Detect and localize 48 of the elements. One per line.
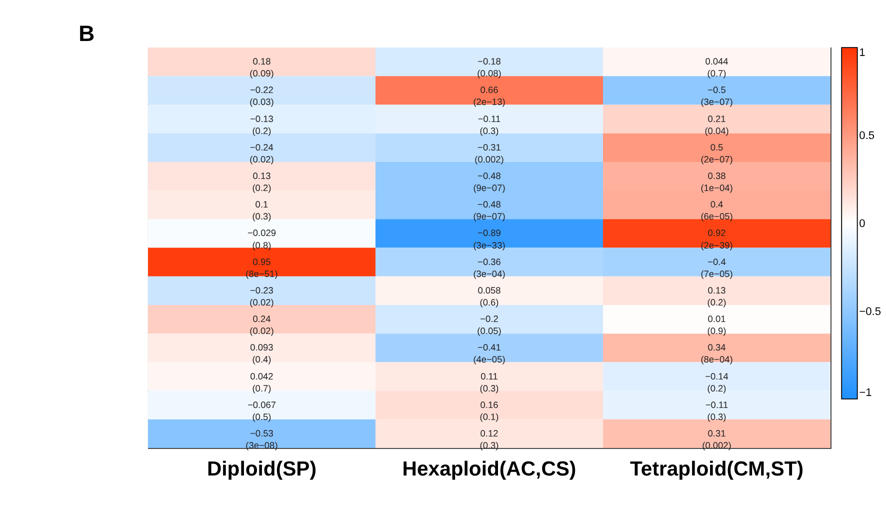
- data-label: −0.48 (9e−07): [473, 171, 506, 194]
- data-label: −0.36 (3e−04): [473, 256, 506, 279]
- color-bar-label: −1: [859, 387, 872, 400]
- data-label: 0.24 (0.02): [250, 314, 274, 336]
- data-label: −0.4 (7e−05): [700, 256, 733, 279]
- data-label: −0.5 (3e−07): [700, 85, 733, 108]
- data-label: −0.31 (0.002): [474, 142, 504, 164]
- data-label: 0.044 (0.7): [705, 56, 728, 79]
- data-label: −0.2 (0.05): [477, 314, 502, 336]
- data-label: 0.093 (0.4): [250, 342, 274, 365]
- data-label: −0.23 (0.02): [250, 285, 274, 308]
- data-label: 0.1 (0.3): [252, 200, 272, 222]
- data-label: 0.11 (0.3): [480, 371, 499, 394]
- data-label: −0.48 (9e−07): [473, 200, 506, 222]
- data-label: −0.89 (3e−33): [473, 228, 506, 250]
- data-label: 0.16 (0.1): [480, 400, 499, 422]
- text: B: [78, 21, 95, 46]
- data-label: 0.21 (0.04): [704, 114, 729, 136]
- data-label: 0.5 (2e−07): [700, 142, 733, 164]
- color-bar-label: −0.5: [859, 306, 882, 318]
- data-label: 0.38 (1e−04): [700, 171, 733, 194]
- data-label: 0.34 (8e−04): [700, 342, 733, 365]
- data-label: −0.41 (4e−05): [473, 342, 506, 365]
- data-label: 0.4 (6e−05): [700, 200, 733, 222]
- x-tick-label: Hexaploid(AC,CS): [402, 458, 576, 480]
- data-label: −0.029 (0.8): [247, 228, 276, 250]
- data-label: −0.13 (0.2): [250, 114, 274, 136]
- data-label: −0.14 (0.2): [705, 371, 728, 394]
- data-label: 0.058 (0.6): [478, 285, 501, 308]
- data-label: −0.067 (0.5): [247, 400, 276, 422]
- data-label: 0.042 (0.7): [250, 371, 274, 394]
- data-label: 0.13 (0.2): [252, 171, 272, 194]
- data-label: 0.12 (0.3): [480, 428, 499, 450]
- x-tick-label: Diploid(SP): [206, 458, 317, 480]
- data-label: 0.31 (0.002): [702, 428, 732, 450]
- x-tick-label: Tetraploid(CM,ST): [630, 458, 804, 480]
- color-bar-label: 1: [859, 46, 866, 59]
- data-label: −0.11 (0.3): [478, 114, 501, 136]
- color-bar-label: 0.5: [859, 130, 875, 142]
- data-label: 0.95 (8e−51): [246, 256, 278, 279]
- data-label: 0.13 (0.2): [707, 285, 726, 308]
- data-label: −0.24 (0.02): [250, 142, 274, 164]
- data-label: −0.53 (3e−08): [246, 428, 278, 450]
- data-label: 0.01 (0.9): [707, 314, 726, 336]
- color-bar-label: 0: [859, 218, 866, 230]
- data-label: −0.11 (0.3): [705, 400, 728, 422]
- data-label: −0.22 (0.03): [250, 85, 274, 108]
- data-label: 0.18 (0.09): [250, 56, 274, 79]
